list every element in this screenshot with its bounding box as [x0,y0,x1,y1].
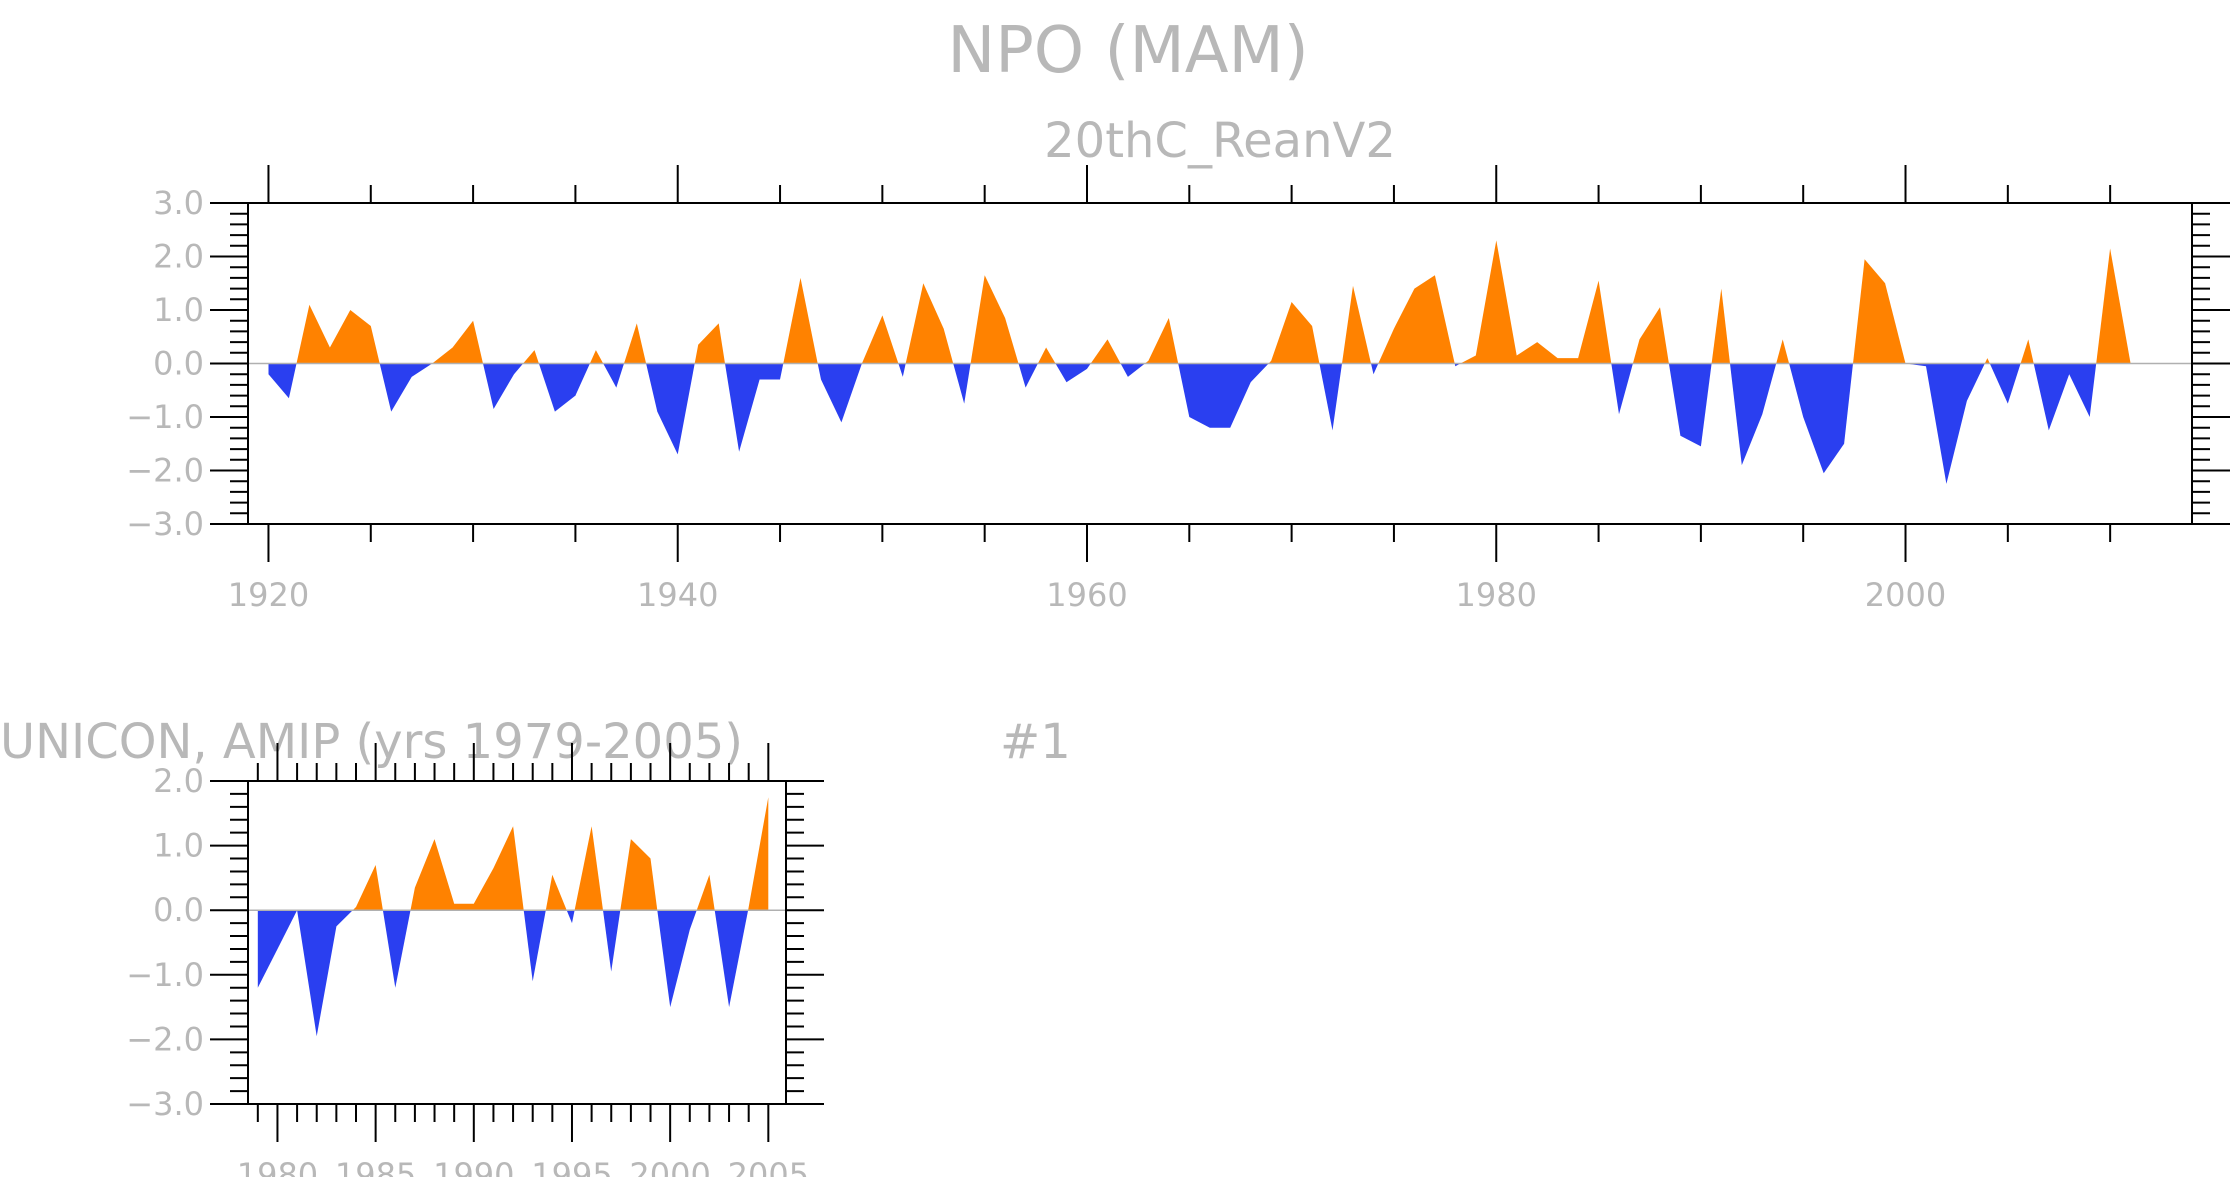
x-tick-label: 1990 [433,1156,514,1177]
positive-area-segment [296,304,380,364]
x-tick-label: 1960 [1046,576,1127,614]
negative-area-segment [1055,363,1091,383]
x-tick-label: 1920 [228,576,309,614]
panel2-title: UNICON, AMIP (yrs 1979-2005) [0,714,743,770]
panel2-label: #1 [1000,714,1071,770]
x-tick-label: 1940 [637,576,718,614]
negative-area-segment [898,363,906,377]
negative-area-segment [1120,363,1145,377]
negative-area-segment [1789,363,1853,474]
negative-area-segment [646,363,695,455]
y-tick-label: −3.0 [126,505,204,543]
negative-area-segment [538,363,590,412]
negative-area-segment [603,910,621,972]
positive-area-segment [696,874,715,911]
positive-area-segment [1037,347,1056,364]
panel1-subtitle: 20thC_ReanV2 [1044,113,1396,169]
y-tick-label: −1.0 [126,956,204,994]
negative-area-segment [566,910,575,924]
positive-area-segment [783,277,818,364]
positive-area-segment [2096,248,2131,364]
y-tick-label: 1.0 [153,827,204,865]
positive-area-segment [589,350,604,364]
negative-area-segment [268,363,297,399]
y-tick-label: 2.0 [153,238,204,276]
negative-area-segment [297,910,353,1037]
negative-area-segment [257,910,298,988]
negative-area-segment [1905,363,1985,484]
x-tick-label: 1980 [1456,576,1537,614]
negative-area-segment [657,910,697,1008]
x-tick-label: 1995 [531,1156,612,1177]
negative-area-segment [603,363,624,388]
y-tick-label: −2.0 [126,452,204,490]
positive-area-segment [1984,358,1990,364]
positive-area-segment [432,320,483,364]
x-tick-label: 2005 [728,1156,809,1177]
positive-area-segment [620,839,658,911]
positive-area-segment [1090,339,1121,364]
positive-area-segment [624,323,647,364]
positive-area-segment [1460,240,1612,364]
negative-area-segment [382,910,411,988]
negative-area-segment [1668,363,1712,447]
positive-area-segment [1711,288,1730,364]
y-tick-label: −1.0 [126,398,204,436]
positive-area-segment [2020,339,2034,364]
positive-area-segment [905,283,954,364]
positive-area-segment [748,797,769,911]
negative-area-segment [714,910,749,1008]
y-tick-label: 1.0 [153,291,204,329]
negative-area-segment [1371,363,1379,375]
y-tick-label: −2.0 [126,1020,204,1058]
panel-unicon-amip: UNICON, AMIP (yrs 1979-2005) #1 2.0 1.0 0.… [0,714,1071,1177]
y-tick-label: 2.0 [153,762,204,800]
negative-area-segment [725,363,784,452]
y-tick-label: −3.0 [126,1085,204,1123]
positive-area-segment [970,275,1019,364]
negative-area-segment [1018,363,1038,388]
figure-title: NPO (MAM) [947,14,1308,88]
positive-area-segment [523,350,539,364]
positive-area-segment [1378,275,1455,364]
negative-area-segment [2033,363,2097,431]
positive-area-segment [1342,285,1371,364]
y-tick-label: 0.0 [153,345,204,383]
negative-area-segment [1989,363,2021,404]
positive-area-segment [410,826,524,911]
positive-area-segment [1268,302,1320,364]
panel-20thc-reanv2: 20thC_ReanV2 3.0 2.0 1.0 0.0 −1.0 −2.0 −3.0 192… [126,113,2230,614]
negative-area-segment [379,363,433,412]
negative-area-segment [523,910,546,982]
positive-area-segment [861,315,899,364]
negative-area-segment [1178,363,1269,428]
positive-area-segment [1145,318,1179,364]
x-tick-label: 1980 [237,1156,318,1177]
positive-area-segment [694,323,725,364]
positive-area-segment [1853,259,1906,364]
positive-area-segment [545,874,567,911]
negative-area-segment [1319,363,1342,431]
positive-area-segment [352,865,383,911]
negative-area-segment [483,363,524,409]
negative-area-segment [817,363,862,423]
x-tick-label: 2000 [629,1156,710,1177]
y-tick-label: 0.0 [153,891,204,929]
positive-area-segment [1632,307,1669,364]
negative-area-segment [953,363,971,404]
negative-area-segment [1611,363,1633,415]
x-tick-label: 1985 [335,1156,416,1177]
positive-area-segment [1776,339,1790,364]
positive-area-segment [574,826,603,911]
negative-area-segment [1730,363,1777,466]
x-tick-label: 2000 [1865,576,1946,614]
y-tick-label: 3.0 [153,184,204,222]
plot-frame [247,780,787,1105]
